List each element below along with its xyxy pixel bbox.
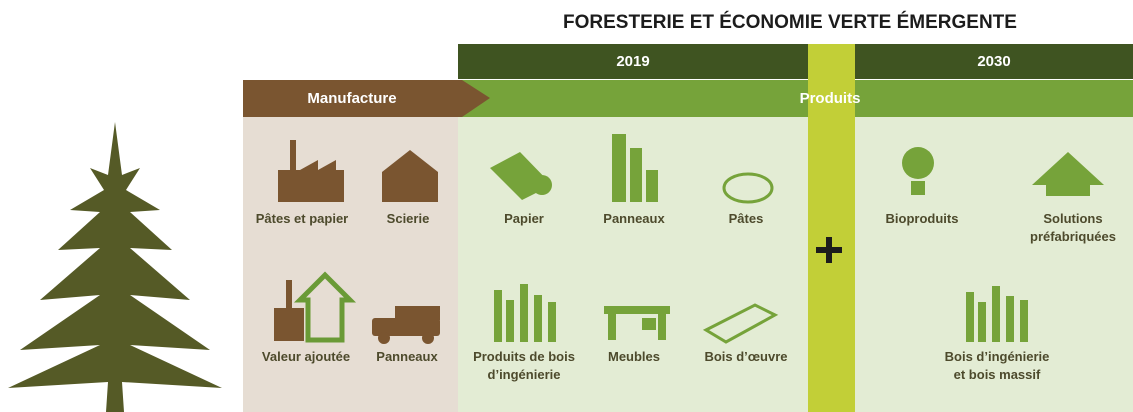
item-label: Pâtes xyxy=(729,211,764,226)
label-line: Panneaux xyxy=(603,211,665,226)
item-label: Scierie xyxy=(387,211,430,226)
divider-strip xyxy=(808,44,855,412)
tree xyxy=(8,122,222,412)
products-2019-icons xyxy=(490,134,779,344)
band-2019 xyxy=(458,44,808,79)
products-2030-icons xyxy=(902,147,1104,342)
manufacture-icons xyxy=(274,140,440,344)
item-label: Bois d’ingénierie et bois massif xyxy=(945,349,1050,382)
label-line: Bois d’ingénierie xyxy=(945,349,1050,364)
label-line: Bioproduits xyxy=(886,211,959,226)
label-line: Pâtes et papier xyxy=(256,211,349,226)
band-2030 xyxy=(855,44,1133,79)
label-line: Produits de bois xyxy=(473,349,575,364)
item-label: Pâtes et papier xyxy=(256,211,349,226)
manufacture-arrow xyxy=(243,80,490,117)
header: Manufacture xyxy=(307,90,396,107)
label-line: préfabriquées xyxy=(1030,229,1116,244)
products-band xyxy=(458,80,1133,117)
item-label: Produits de bois d’ingénierie xyxy=(473,349,575,382)
label-line: Valeur ajoutée xyxy=(262,349,350,364)
label-line: et bois massif xyxy=(954,367,1041,382)
item-label: Valeur ajoutée xyxy=(262,349,350,364)
label-line: Papier xyxy=(504,211,544,226)
item-label: Papier xyxy=(504,211,544,226)
plus-icon xyxy=(816,237,842,263)
label-line: Pâtes xyxy=(729,211,764,226)
item-label: Panneaux xyxy=(603,211,665,226)
item-label: Panneaux xyxy=(376,349,438,364)
products-panel xyxy=(458,117,1133,412)
item-label: Solutions préfabriquées xyxy=(1030,211,1116,244)
manufacture-panel xyxy=(243,117,458,412)
label-line: Meubles xyxy=(608,349,660,364)
title: FORESTERIE ET ÉCONOMIE VERTE ÉMERGENTE xyxy=(563,11,1017,33)
item-label: Bois d’œuvre xyxy=(704,349,787,364)
label-line: d’ingénierie xyxy=(488,367,561,382)
label-line: Panneaux xyxy=(376,349,438,364)
item-label: Meubles xyxy=(608,349,660,364)
item-label: Bioproduits xyxy=(886,211,959,226)
period-label: 2030 xyxy=(977,53,1010,70)
label-line: Solutions xyxy=(1043,211,1102,226)
label-line: Bois d’œuvre xyxy=(704,349,787,364)
header: Produits xyxy=(800,90,861,107)
label-line: Scierie xyxy=(387,211,430,226)
period-label: 2019 xyxy=(616,53,649,70)
